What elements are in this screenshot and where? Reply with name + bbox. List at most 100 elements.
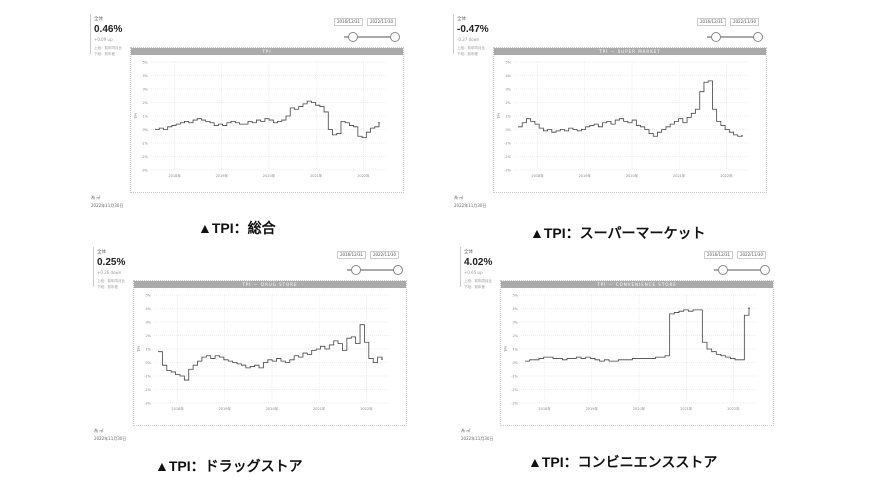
stat-box: 全体 4.02% +0.65 up 上段：前年同月比 下段：前年差	[460, 247, 500, 289]
series-end-point	[741, 135, 743, 137]
slider-end-handle[interactable]	[390, 32, 400, 42]
stat-note-2: 下段：前年差	[457, 52, 478, 56]
slider-start-handle[interactable]	[711, 32, 721, 42]
x-tick-label: 2021年	[313, 406, 326, 411]
y-tick-label: 2%	[145, 334, 151, 338]
x-tick-label: 2018年	[531, 173, 544, 178]
stat-note-1: 上段：前年同月比	[97, 279, 125, 283]
y-tick-label: -1%	[511, 375, 518, 379]
date-range-slider[interactable]: 2016/12/31 2022/11/30	[337, 251, 403, 275]
footer-unit: 為 ㎡	[94, 428, 104, 433]
x-tick-label: 2021年	[680, 406, 693, 411]
x-tick-label: 2021年	[673, 173, 686, 178]
chart-title: TPI － CONVENIENCE STORE	[501, 281, 773, 288]
x-tick-label: 2019年	[579, 173, 592, 178]
footer-unit: 為 ㎡	[454, 195, 464, 200]
range-start-date[interactable]: 2016/12/31	[697, 18, 727, 26]
x-tick-label: 2019年	[216, 173, 229, 178]
footer-date: 2022年11月30日	[91, 203, 124, 208]
chart-title: TPI － SUPER MARKET	[494, 48, 766, 55]
series-line	[518, 80, 743, 137]
slider-track[interactable]	[714, 269, 766, 271]
date-range-slider[interactable]: 2016/12/31 2022/11/30	[704, 251, 770, 275]
slider-end-handle[interactable]	[753, 32, 763, 42]
x-tick-label: 2020年	[633, 406, 646, 411]
y-tick-label: 4%	[512, 307, 518, 311]
chart-area: TPI -3% -2% -1% 0% 1% 2% 3% 4% 5% 2018年 2019年 2020年…	[130, 47, 404, 193]
slider-track[interactable]	[344, 36, 396, 38]
date-range-slider[interactable]: 2016/12/31 2022/11/30	[334, 18, 400, 42]
x-tick-label: 2018年	[168, 173, 181, 178]
slider-end-handle[interactable]	[760, 265, 770, 275]
slider-track[interactable]	[347, 269, 399, 271]
range-end-date[interactable]: 2022/11/30	[736, 251, 766, 259]
x-tick-label: 2018年	[171, 406, 184, 411]
stat-note-2: 下段：前年差	[464, 285, 485, 289]
y-tick-label: 0%	[505, 128, 511, 132]
footer-date: 2022年11月30日	[94, 436, 127, 441]
y-axis-label: TPI	[134, 113, 138, 119]
y-tick-label: 2%	[142, 101, 148, 105]
x-tick-label: 2022年	[360, 406, 373, 411]
y-tick-label: -3%	[511, 402, 518, 406]
stat-label: 全体	[457, 17, 466, 22]
y-tick-label: -2%	[141, 155, 148, 159]
series-end-point	[381, 358, 383, 360]
range-start-date[interactable]: 2016/12/31	[337, 251, 367, 259]
y-tick-label: -2%	[144, 388, 151, 392]
y-tick-label: 1%	[142, 115, 148, 119]
slider-start-handle[interactable]	[718, 265, 728, 275]
stat-change: +0.26 down	[97, 270, 122, 275]
slider-end-handle[interactable]	[393, 265, 403, 275]
chart-panel-convenience: 全体 4.02% +0.65 up 上段：前年同月比 下段：前年差 2016/1…	[460, 247, 774, 441]
y-tick-label: 5%	[145, 294, 151, 298]
line-chart: -3% -2% -1% 0% 1% 2% 3% 4% 5% 2018年 2019年 2020年 2021…	[504, 294, 757, 411]
date-range-slider[interactable]: 2016/12/31 2022/11/30	[697, 18, 763, 42]
x-tick-label: 2018年	[538, 406, 551, 411]
line-chart: -3% -2% -1% 0% 1% 2% 3% 4% 5% 2018年 2019年 2020年 2021…	[137, 294, 390, 411]
chart-panel-drugstore: 全体 0.25% +0.26 down 上段：前年同月比 下段：前年差 2016…	[93, 247, 407, 441]
chart-title: TPI	[131, 48, 403, 55]
y-tick-label: 4%	[142, 74, 148, 78]
stat-note-1: 上段：前年同月比	[94, 46, 122, 50]
stat-value: 0.25%	[97, 257, 126, 268]
series-end-point	[748, 307, 750, 310]
y-tick-label: 0%	[145, 361, 151, 365]
caption-convenience: ▲TPI：コンビニエンスストア	[528, 454, 718, 470]
range-start-date[interactable]: 2016/12/31	[334, 18, 364, 26]
y-tick-label: 3%	[505, 88, 511, 92]
stat-value: 4.02%	[464, 257, 493, 268]
y-tick-label: -3%	[144, 402, 151, 406]
series-line	[158, 324, 383, 381]
range-end-date[interactable]: 2022/11/30	[369, 251, 399, 259]
range-start-date[interactable]: 2016/12/31	[704, 251, 734, 259]
slider-start-handle[interactable]	[348, 32, 358, 42]
caption-supermarket: ▲TPI：スーパーマーケット	[530, 225, 706, 241]
stat-note-2: 下段：前年差	[97, 285, 118, 289]
series-line	[155, 100, 380, 138]
x-tick-label: 2019年	[219, 406, 232, 411]
stat-change: -0.27 down	[457, 37, 480, 42]
slider-track[interactable]	[707, 36, 759, 38]
caption-total: ▲TPI：総合	[198, 220, 276, 236]
y-tick-label: 4%	[505, 74, 511, 78]
slider-start-handle[interactable]	[351, 265, 361, 275]
range-end-date[interactable]: 2022/11/30	[729, 18, 759, 26]
y-tick-label: 3%	[145, 321, 151, 325]
y-tick-label: -2%	[511, 388, 518, 392]
stat-change: +0.09 up	[94, 37, 113, 42]
y-tick-label: -3%	[504, 169, 511, 173]
footer-date: 2022年11月30日	[461, 436, 494, 441]
stat-box: 全体 0.25% +0.26 down 上段：前年同月比 下段：前年差	[93, 247, 133, 289]
x-tick-label: 2020年	[266, 406, 279, 411]
series-line	[525, 308, 750, 362]
stat-note-2: 下段：前年差	[94, 52, 115, 56]
footer-unit: 為 ㎡	[91, 195, 101, 200]
footer-date: 2022年11月30日	[454, 203, 487, 208]
y-tick-label: -2%	[504, 155, 511, 159]
caption-drugstore: ▲TPI：ドラッグストア	[155, 458, 303, 474]
range-end-date[interactable]: 2022/11/30	[366, 18, 396, 26]
y-axis-label: TPI	[137, 346, 141, 352]
footer-unit: 為 ㎡	[461, 428, 471, 433]
y-tick-label: 5%	[505, 61, 511, 65]
